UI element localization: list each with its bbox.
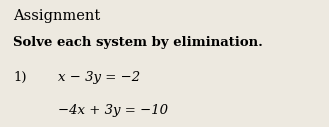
Text: Solve each system by elimination.: Solve each system by elimination. — [13, 36, 263, 49]
Text: Assignment: Assignment — [13, 9, 100, 23]
Text: 1): 1) — [13, 71, 27, 84]
Text: −4x + 3y = −10: −4x + 3y = −10 — [58, 104, 167, 117]
Text: x − 3y = −2: x − 3y = −2 — [58, 71, 140, 84]
